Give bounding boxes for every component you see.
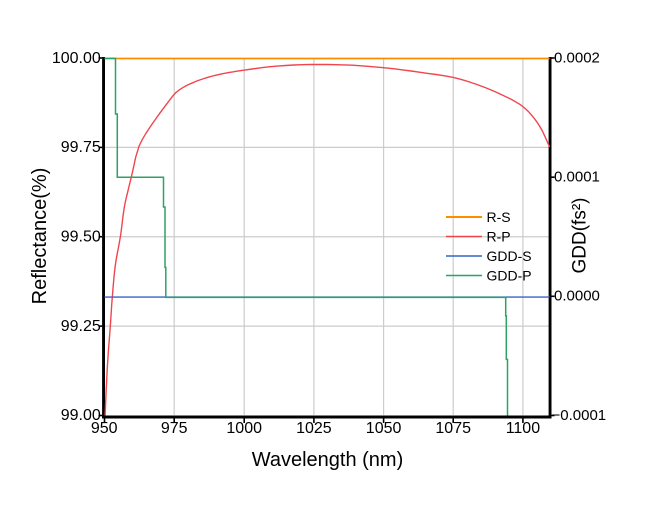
- svg-text:1075: 1075: [435, 420, 471, 437]
- svg-text:99.25: 99.25: [61, 318, 101, 335]
- svg-text:−0.0001: −0.0001: [552, 407, 607, 424]
- svg-text:99.00: 99.00: [61, 407, 101, 424]
- svg-text:Wavelength (nm): Wavelength (nm): [252, 449, 404, 471]
- svg-text:1050: 1050: [366, 420, 402, 437]
- svg-text:GDD-P: GDD-P: [487, 268, 532, 284]
- svg-text:1100: 1100: [506, 420, 541, 437]
- svg-text:GDD-S: GDD-S: [487, 248, 532, 264]
- svg-text:99.75: 99.75: [61, 139, 101, 156]
- svg-text:0.0001: 0.0001: [554, 169, 600, 186]
- svg-text:1025: 1025: [296, 420, 332, 437]
- svg-text:R-P: R-P: [487, 229, 511, 245]
- svg-text:Reflectance(%): Reflectance(%): [29, 168, 51, 305]
- svg-text:1000: 1000: [226, 420, 262, 437]
- svg-text:R-S: R-S: [487, 209, 511, 225]
- svg-text:100.00: 100.00: [52, 50, 101, 67]
- svg-text:99.50: 99.50: [61, 229, 101, 246]
- svg-text:0.0002: 0.0002: [554, 49, 600, 66]
- svg-text:950: 950: [91, 420, 118, 437]
- svg-text:975: 975: [161, 420, 188, 437]
- svg-text:GDD(fs²): GDD(fs²): [570, 198, 591, 274]
- svg-text:0.0000: 0.0000: [554, 288, 600, 305]
